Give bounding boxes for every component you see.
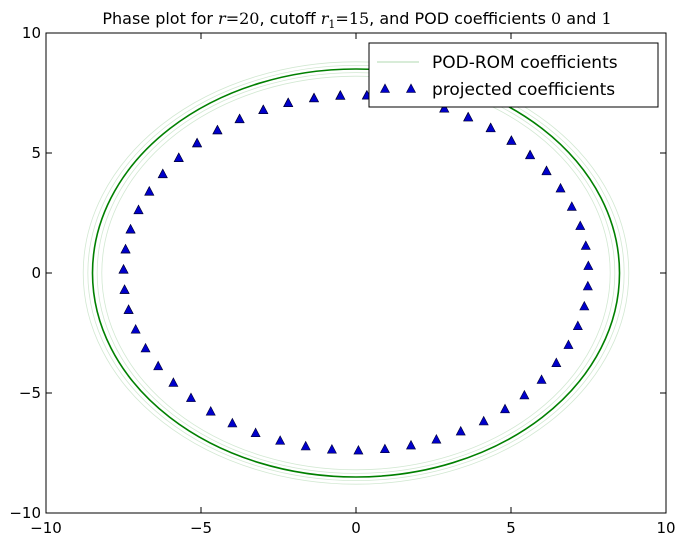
projected-coefficient-point — [326, 444, 337, 454]
projected-coefficient-point — [168, 377, 179, 387]
projected-coefficient-point — [478, 415, 489, 426]
plot-background — [46, 33, 666, 513]
projected-coefficient-point — [575, 220, 586, 230]
chart-title: Phase plot for r=20, cutoff r1=15, and P… — [102, 9, 611, 31]
projected-coefficient-point — [227, 417, 238, 428]
projected-coefficient-point — [212, 124, 223, 135]
legend-projected-label: projected coefficients — [432, 80, 615, 100]
projected-coefficient-point — [566, 201, 577, 211]
plot-area — [46, 33, 666, 513]
x-tick-label: −10 — [30, 519, 62, 537]
legend: POD-ROM coefficients projected coefficien… — [368, 42, 659, 108]
legend-projected-marker — [406, 83, 416, 93]
projected-coefficient-point — [563, 339, 574, 349]
legend-projected-marker — [380, 83, 390, 93]
pod-rom-faint-orbit — [87, 64, 625, 482]
projected-coefficient-point — [157, 168, 168, 178]
pod-rom-coefficients-orbit — [91, 68, 621, 478]
projected-coefficient-point — [551, 357, 562, 367]
projected-coefficient-point — [500, 403, 511, 414]
projected-coefficient-point — [123, 304, 134, 314]
projected-coefficient-point — [431, 434, 442, 444]
projected-coefficient-point — [118, 263, 129, 274]
projected-coefficient-point — [300, 440, 311, 451]
y-tick-label: −10 — [9, 504, 41, 522]
projected-coefficient-point — [455, 425, 466, 436]
projected-coefficient-point — [353, 444, 364, 455]
pod-rom-faint-orbit — [96, 72, 616, 474]
projected-coefficient-point — [485, 122, 496, 133]
projected-coefficient-point — [153, 360, 164, 371]
projected-coefficient-point — [439, 103, 450, 113]
pod-rom-faint-orbit — [82, 61, 630, 485]
projected-coefficient-point — [205, 406, 216, 416]
projected-coefficient-point — [519, 389, 530, 400]
projected-coefficient-point — [130, 324, 141, 334]
projected-coefficient-point — [140, 342, 151, 353]
y-tick-label: 5 — [31, 144, 41, 162]
x-tick-label: 10 — [656, 519, 675, 537]
projected-coefficient-point — [125, 223, 136, 234]
projected-coefficient-point — [406, 439, 416, 450]
projected-coefficient-point — [506, 135, 517, 145]
y-tick-label: 0 — [31, 264, 41, 282]
x-tick-label: 0 — [351, 519, 361, 537]
projected-coefficient-point — [582, 280, 593, 291]
projected-coefficient-point — [120, 243, 131, 254]
projected-coefficient-point — [119, 284, 130, 294]
axis-ticks: −10 −5 0 5 10 −10 −5 0 5 10 — [9, 24, 675, 537]
legend-pod-rom-label: POD-ROM coefficients — [432, 53, 618, 73]
pod-rom-faint-orbit — [101, 75, 611, 471]
projected-coefficient-point — [173, 152, 184, 162]
y-tick-label: −5 — [19, 384, 41, 402]
projected-coefficient-point — [283, 97, 294, 107]
x-tick-label: −5 — [190, 519, 212, 537]
projected-coefficient-point — [583, 260, 594, 270]
projected-coefficient-point — [555, 182, 566, 193]
legend-box — [368, 42, 659, 108]
projected-coefficient-point — [234, 113, 245, 124]
projected-coefficient-point — [580, 240, 591, 250]
projected-coefficient-point — [541, 165, 552, 176]
projected-coefficient-point — [579, 300, 590, 311]
y-tick-label: 10 — [22, 24, 41, 42]
projected-coefficient-point — [258, 104, 269, 114]
projected-coefficient-point — [250, 427, 261, 437]
projected-coefficient-point — [144, 185, 155, 196]
projected-coefficient-point — [275, 435, 286, 445]
projected-coefficient-point — [525, 149, 536, 160]
x-tick-label: 5 — [506, 519, 516, 537]
projected-coefficient-point — [309, 92, 320, 103]
projected-coefficient-point — [463, 111, 474, 122]
projected-coefficient-point — [133, 204, 144, 214]
projected-coefficient-point — [335, 90, 346, 100]
projected-coefficient-point — [379, 443, 390, 454]
projected-coefficient-point — [536, 374, 547, 384]
projected-coefficient-point — [185, 392, 196, 402]
projected-coefficient-point — [192, 137, 203, 148]
projected-coefficient-point — [572, 320, 583, 330]
